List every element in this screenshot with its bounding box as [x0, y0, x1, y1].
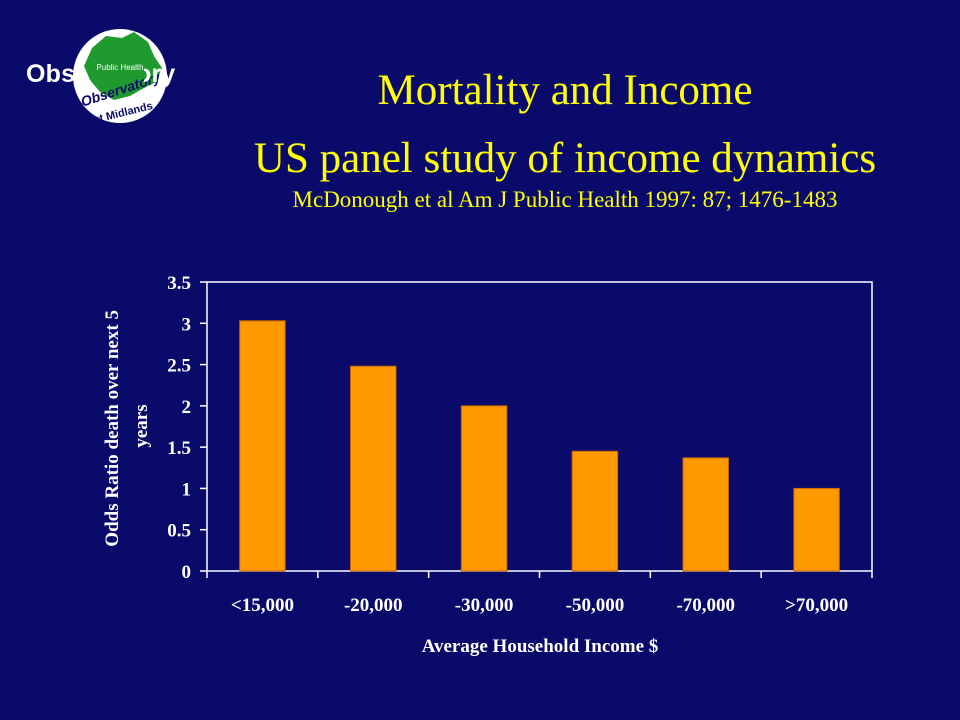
x-tick-label-4: -50,000 — [566, 595, 625, 616]
logo-inner-text: Public Health — [96, 63, 143, 72]
y-tick-label-7: 3.5 — [167, 273, 191, 294]
slide-citation: McDonough et al Am J Public Health 1997:… — [292, 187, 838, 212]
x-tick-label-3: -30,000 — [455, 595, 514, 616]
y-axis-title-line-2: years — [131, 404, 152, 447]
bar-4 — [571, 450, 619, 572]
observatory-logo: Public Health Observatory West Midlands … — [22, 26, 212, 130]
y-axis-title-line-1: Odds Ratio death over next 5 — [102, 310, 123, 547]
bar-1 — [239, 320, 286, 572]
slide-title: Mortality and Income — [377, 67, 753, 114]
y-tick-label-5: 2.5 — [167, 356, 191, 377]
x-tick-label-1: <15,000 — [231, 595, 294, 616]
y-tick-label-3: 1.5 — [167, 438, 191, 459]
y-tick-label-1: 0.5 — [167, 521, 191, 542]
bar-2 — [350, 365, 397, 572]
y-tick-label-2: 1 — [182, 479, 192, 500]
x-axis-title: Average Household Income $ — [422, 636, 659, 657]
y-axis: 0 0.5 1 1.5 2 2.5 3 3.5 — [167, 273, 207, 583]
y-axis-title: Odds Ratio death over next 5 years — [102, 305, 152, 546]
slide-subtitle: US panel study of income dynamics — [253, 135, 877, 182]
bar-6 — [793, 487, 840, 572]
y-tick-label-4: 2 — [182, 397, 192, 418]
public-health-observatory-emblem: Public Health Observatory West Midlands — [71, 27, 169, 130]
y-tick-label-0: 0 — [182, 562, 192, 583]
y-tick-label-6: 3 — [182, 314, 192, 335]
x-tick-label-6: >70,000 — [785, 595, 848, 616]
x-axis: <15,000 -20,000 -30,000 -50,000 -70,000 >70,0… — [206, 571, 873, 616]
plot-border — [206, 281, 873, 572]
west-midlands-map-shape — [84, 32, 162, 100]
x-tick-label-5: -70,000 — [676, 595, 735, 616]
bar-3 — [460, 405, 508, 572]
bar-series — [239, 320, 840, 572]
bar-5 — [682, 457, 729, 572]
logo-wordmark: Observatory — [26, 60, 176, 89]
plot-area — [206, 281, 873, 572]
x-tick-label-2: -20,000 — [344, 595, 403, 616]
